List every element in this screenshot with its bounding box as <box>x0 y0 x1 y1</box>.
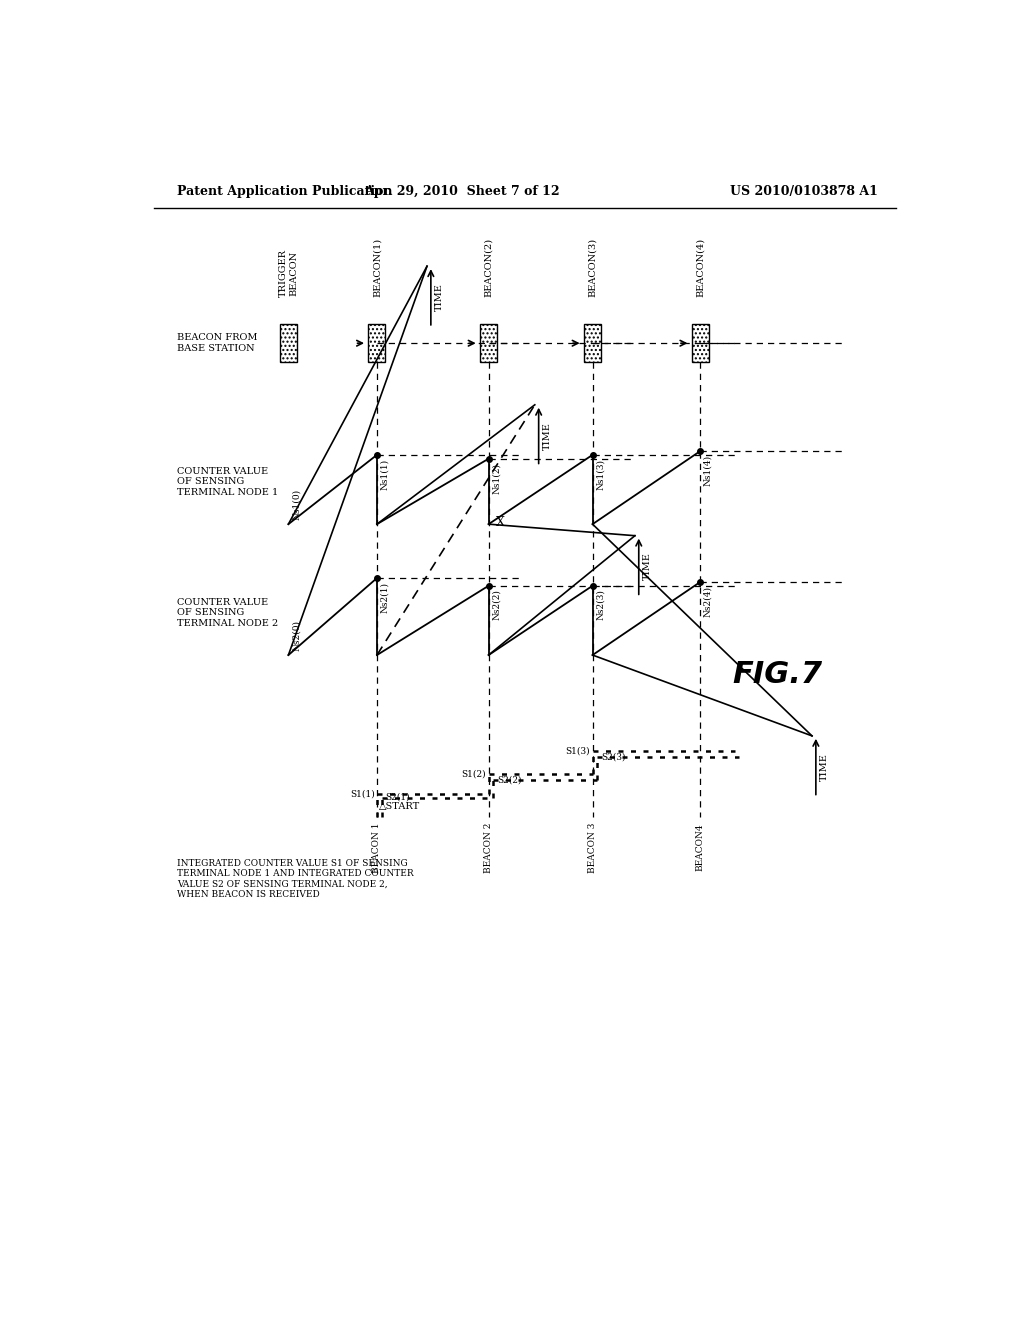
Bar <box>280 323 297 363</box>
Text: TIME: TIME <box>819 752 828 780</box>
Text: TIME: TIME <box>643 553 651 581</box>
Text: FIG.7: FIG.7 <box>732 660 822 689</box>
Text: INTEGRATED COUNTER VALUE S1 OF SENSING
TERMINAL NODE 1 AND INTEGRATED COUNTER
VA: INTEGRATED COUNTER VALUE S1 OF SENSING T… <box>177 859 414 899</box>
Text: Ns2(1): Ns2(1) <box>380 582 389 612</box>
Text: S1(3): S1(3) <box>565 747 590 756</box>
Text: US 2010/0103878 A1: US 2010/0103878 A1 <box>729 185 878 198</box>
Text: Ns2(4): Ns2(4) <box>703 586 713 616</box>
Text: S2(1): S2(1) <box>385 793 410 803</box>
Text: TIME: TIME <box>543 421 552 450</box>
Text: BEACON(4): BEACON(4) <box>696 238 705 297</box>
Text: COUNTER VALUE
OF SENSING
TERMINAL NODE 2: COUNTER VALUE OF SENSING TERMINAL NODE 2 <box>177 598 278 627</box>
Text: Patent Application Publication: Patent Application Publication <box>177 185 392 198</box>
Text: TRIGGER
BEACON: TRIGGER BEACON <box>279 249 298 297</box>
Text: BEACON(1): BEACON(1) <box>373 238 382 297</box>
Text: S2(2): S2(2) <box>497 775 521 784</box>
Text: BEACON 2: BEACON 2 <box>484 822 494 874</box>
Text: Ns2(3): Ns2(3) <box>596 590 604 620</box>
Text: X: X <box>496 516 505 529</box>
Text: Ns1(0): Ns1(0) <box>292 490 301 520</box>
Text: Ns2(0): Ns2(0) <box>292 620 301 651</box>
Text: BEACON FROM
BASE STATION: BEACON FROM BASE STATION <box>177 334 257 352</box>
Text: Ns1(3): Ns1(3) <box>596 459 604 490</box>
Text: BEACON 1: BEACON 1 <box>373 822 382 874</box>
Text: S1(2): S1(2) <box>462 770 486 779</box>
Text: BEACON(2): BEACON(2) <box>484 238 494 297</box>
Text: S1(1): S1(1) <box>350 789 375 799</box>
Text: Ns1(2): Ns1(2) <box>492 462 501 494</box>
Bar <box>480 323 497 363</box>
Text: Ns1(1): Ns1(1) <box>380 459 389 490</box>
Text: TIME: TIME <box>435 282 443 312</box>
Text: COUNTER VALUE
OF SENSING
TERMINAL NODE 1: COUNTER VALUE OF SENSING TERMINAL NODE 1 <box>177 467 278 496</box>
Bar <box>692 323 709 363</box>
Text: S2(3): S2(3) <box>601 752 626 762</box>
Text: △START: △START <box>379 803 421 812</box>
Text: Apr. 29, 2010  Sheet 7 of 12: Apr. 29, 2010 Sheet 7 of 12 <box>364 185 559 198</box>
Text: BEACON4: BEACON4 <box>696 822 705 870</box>
Bar <box>369 323 385 363</box>
Text: Ns2(2): Ns2(2) <box>492 590 501 620</box>
Text: BEACON(3): BEACON(3) <box>588 238 597 297</box>
Text: Ns1(4): Ns1(4) <box>703 455 713 486</box>
Text: BEACON 3: BEACON 3 <box>588 822 597 874</box>
Bar <box>584 323 601 363</box>
